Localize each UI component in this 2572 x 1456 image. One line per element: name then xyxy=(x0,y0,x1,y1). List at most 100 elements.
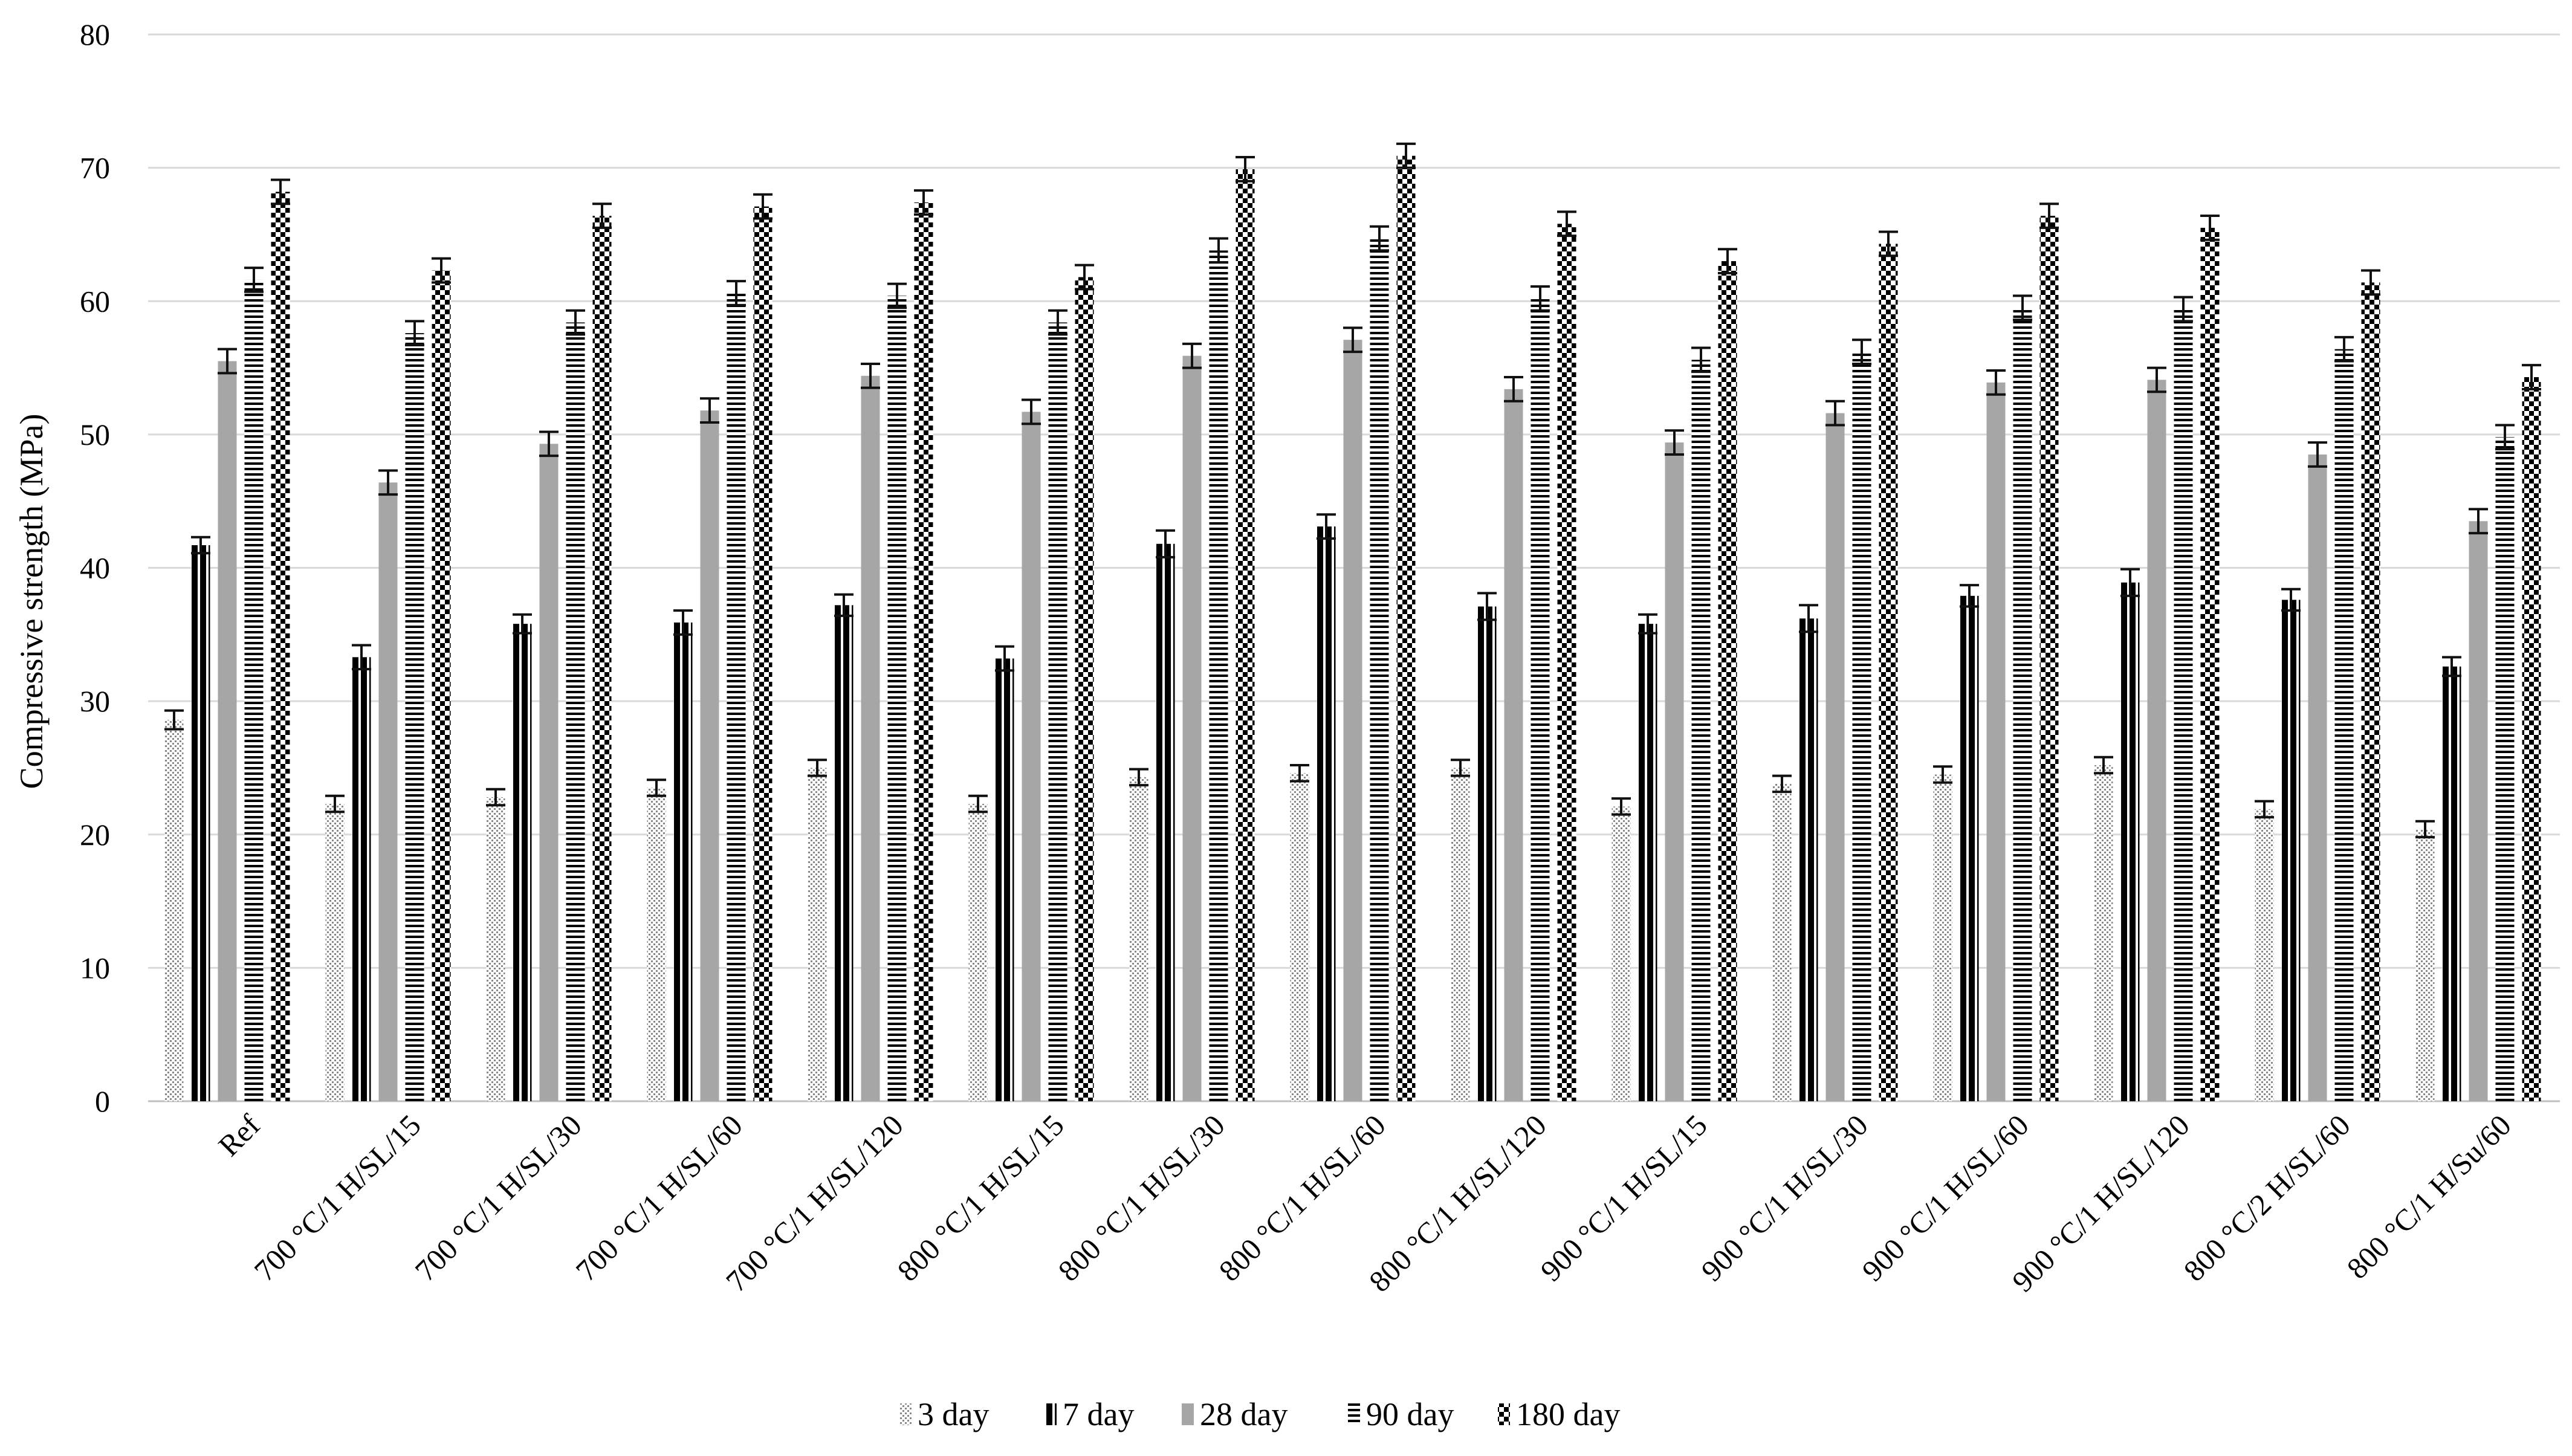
bar-horizontal xyxy=(2495,437,2515,1101)
bar-solid xyxy=(1665,442,1684,1101)
x-tick-label: Ref xyxy=(212,1108,267,1163)
x-tick-label: 700 °C/1 H/SL/120 xyxy=(719,1108,910,1298)
bar-horizontal xyxy=(405,333,424,1102)
bar-vertical xyxy=(995,658,1014,1101)
bar-checker xyxy=(1075,277,1094,1102)
bar-dots xyxy=(486,797,505,1101)
bar-solid xyxy=(1343,340,1362,1102)
bar-checker xyxy=(2200,227,2220,1101)
bar-checker xyxy=(2522,377,2541,1101)
legend-swatch-vertical xyxy=(1045,1403,1057,1425)
bar-dots xyxy=(1933,774,1952,1101)
bar-solid xyxy=(861,375,880,1101)
bar-vertical xyxy=(1317,526,1336,1101)
bar-dots xyxy=(647,788,666,1101)
y-tick-label: 10 xyxy=(80,951,110,985)
bar-horizontal xyxy=(244,279,264,1102)
bar-horizontal xyxy=(1209,250,1228,1102)
bar-checker xyxy=(914,202,933,1101)
bar-solid xyxy=(1504,389,1523,1101)
legend-label: 90 day xyxy=(1366,1396,1454,1432)
bar-horizontal xyxy=(727,293,746,1102)
bar-horizontal xyxy=(1691,360,1711,1102)
bar-checker xyxy=(2361,282,2380,1101)
bar-solid xyxy=(2147,380,2166,1102)
bar-dots xyxy=(1612,806,1631,1101)
x-tick-label: 800 °C/1 H/SL/60 xyxy=(1212,1108,1391,1287)
legend-swatch-checker xyxy=(1498,1403,1510,1425)
legend-swatch-dots xyxy=(899,1403,912,1425)
bar-horizontal xyxy=(566,322,585,1101)
bar-vertical xyxy=(513,624,532,1101)
bar-checker xyxy=(1557,224,1576,1102)
bar-solid xyxy=(218,361,237,1101)
bar-solid xyxy=(539,444,559,1101)
y-tick-label: 80 xyxy=(80,18,110,51)
bar-dots xyxy=(2255,809,2274,1101)
bar-vertical xyxy=(2442,666,2461,1101)
y-tick-label: 20 xyxy=(80,818,110,852)
bar-checker xyxy=(432,270,451,1102)
y-tick-label: 30 xyxy=(80,684,110,718)
legend-label: 7 day xyxy=(1063,1396,1134,1432)
y-tick-label: 40 xyxy=(80,551,110,585)
bar-solid xyxy=(1022,412,1041,1101)
bar-horizontal xyxy=(1852,352,1871,1101)
bars xyxy=(164,142,2541,1102)
x-tick-label: 800 °C/1 H/SL/120 xyxy=(1362,1108,1553,1298)
legend-label: 180 day xyxy=(1516,1396,1620,1432)
legend-swatch-horizontal xyxy=(1348,1403,1360,1425)
x-tick-label: 800 °C/1 H/Su/60 xyxy=(2340,1108,2517,1285)
bar-checker xyxy=(1879,244,1898,1102)
x-tick-label: 900 °C/1 H/SL/60 xyxy=(1855,1108,2035,1287)
bar-horizontal xyxy=(2334,349,2354,1101)
x-tick-label: 800 °C/1 H/SL/15 xyxy=(890,1108,1070,1287)
bar-vertical xyxy=(1638,624,1657,1101)
legend: 3 day 7 day 28 day 90 day 180 day xyxy=(899,1396,1620,1432)
x-tick-label: 800 °C/1 H/SL/30 xyxy=(1051,1108,1231,1287)
bar-horizontal xyxy=(887,296,907,1101)
legend-label: 3 day xyxy=(918,1396,989,1432)
bar-dots xyxy=(808,768,827,1101)
bar-checker xyxy=(1718,261,1737,1101)
bar-dots xyxy=(325,804,345,1101)
legend-label: 28 day xyxy=(1200,1396,1288,1432)
y-axis-title: Compressive strength (MPa) xyxy=(13,414,50,789)
bar-solid xyxy=(1182,355,1202,1101)
bar-dots xyxy=(164,720,184,1101)
bar-vertical xyxy=(1799,618,1818,1101)
x-tick-label: 700 °C/1 H/SL/15 xyxy=(247,1108,427,1287)
bar-vertical xyxy=(1156,543,1175,1101)
bar-solid xyxy=(1986,382,2006,1101)
y-tick-label: 0 xyxy=(95,1084,110,1118)
bar-checker xyxy=(753,206,773,1102)
bar-vertical xyxy=(352,657,371,1101)
bar-dots xyxy=(1129,777,1148,1101)
bar-dots xyxy=(2094,765,2113,1101)
x-tick-label: 900 °C/1 H/SL/15 xyxy=(1534,1108,1713,1287)
bar-solid xyxy=(1825,413,1845,1102)
bar-vertical xyxy=(1960,595,1979,1101)
y-tick-label: 50 xyxy=(80,418,110,451)
legend-swatch-solid xyxy=(1182,1403,1194,1425)
bar-checker xyxy=(1396,155,1416,1101)
bar-vertical xyxy=(2281,600,2301,1101)
bar-dots xyxy=(2415,829,2435,1101)
bar-dots xyxy=(1290,773,1309,1101)
bar-solid xyxy=(378,482,398,1101)
x-tick-label: 700 °C/1 H/SL/60 xyxy=(569,1108,748,1287)
bar-solid xyxy=(2469,521,2488,1101)
bar-checker xyxy=(1236,169,1255,1101)
x-tick-label: 800 °C/2 H/SL/60 xyxy=(2177,1108,2356,1287)
x-tick-label: 900 °C/1 H/SL/30 xyxy=(1694,1108,1874,1287)
bar-horizontal xyxy=(2174,309,2193,1101)
y-tick-label: 70 xyxy=(80,151,110,185)
bar-checker xyxy=(592,216,612,1101)
y-tick-label: 60 xyxy=(80,284,110,318)
bar-vertical xyxy=(191,545,210,1101)
bar-vertical xyxy=(2120,582,2140,1101)
bar-vertical xyxy=(1477,606,1497,1101)
bar-vertical xyxy=(834,605,854,1101)
